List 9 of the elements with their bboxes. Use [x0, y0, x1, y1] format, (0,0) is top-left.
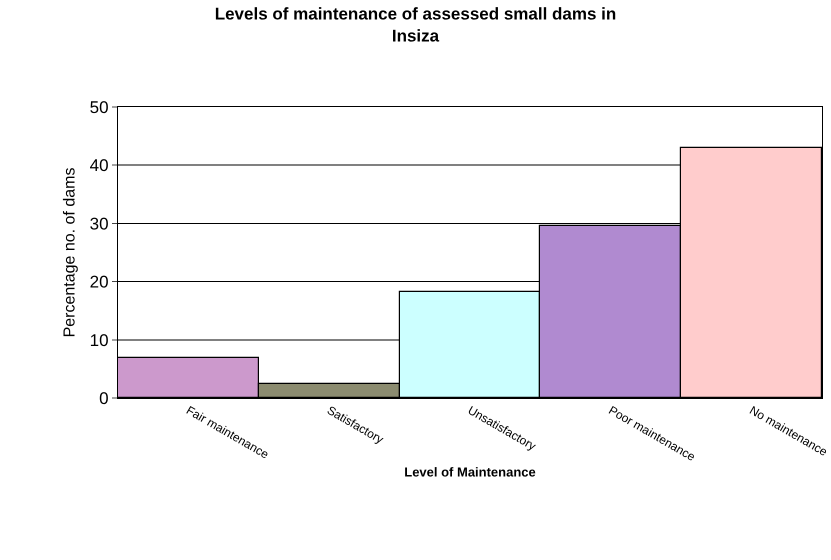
- y-tick-label: 40: [90, 156, 109, 176]
- y-axis-title: Percentage no. of dams: [62, 168, 79, 338]
- y-tick-label: 20: [90, 272, 109, 292]
- chart-title: Levels of maintenance of assessed small dams in Insiza: [214, 4, 616, 46]
- y-tick-label: 30: [90, 214, 109, 234]
- y-tick-label: 0: [99, 388, 109, 408]
- y-tick-label: 50: [90, 98, 109, 117]
- x-axis-title: Level of Maintenance: [404, 464, 536, 480]
- y-tick-label: 10: [90, 330, 109, 350]
